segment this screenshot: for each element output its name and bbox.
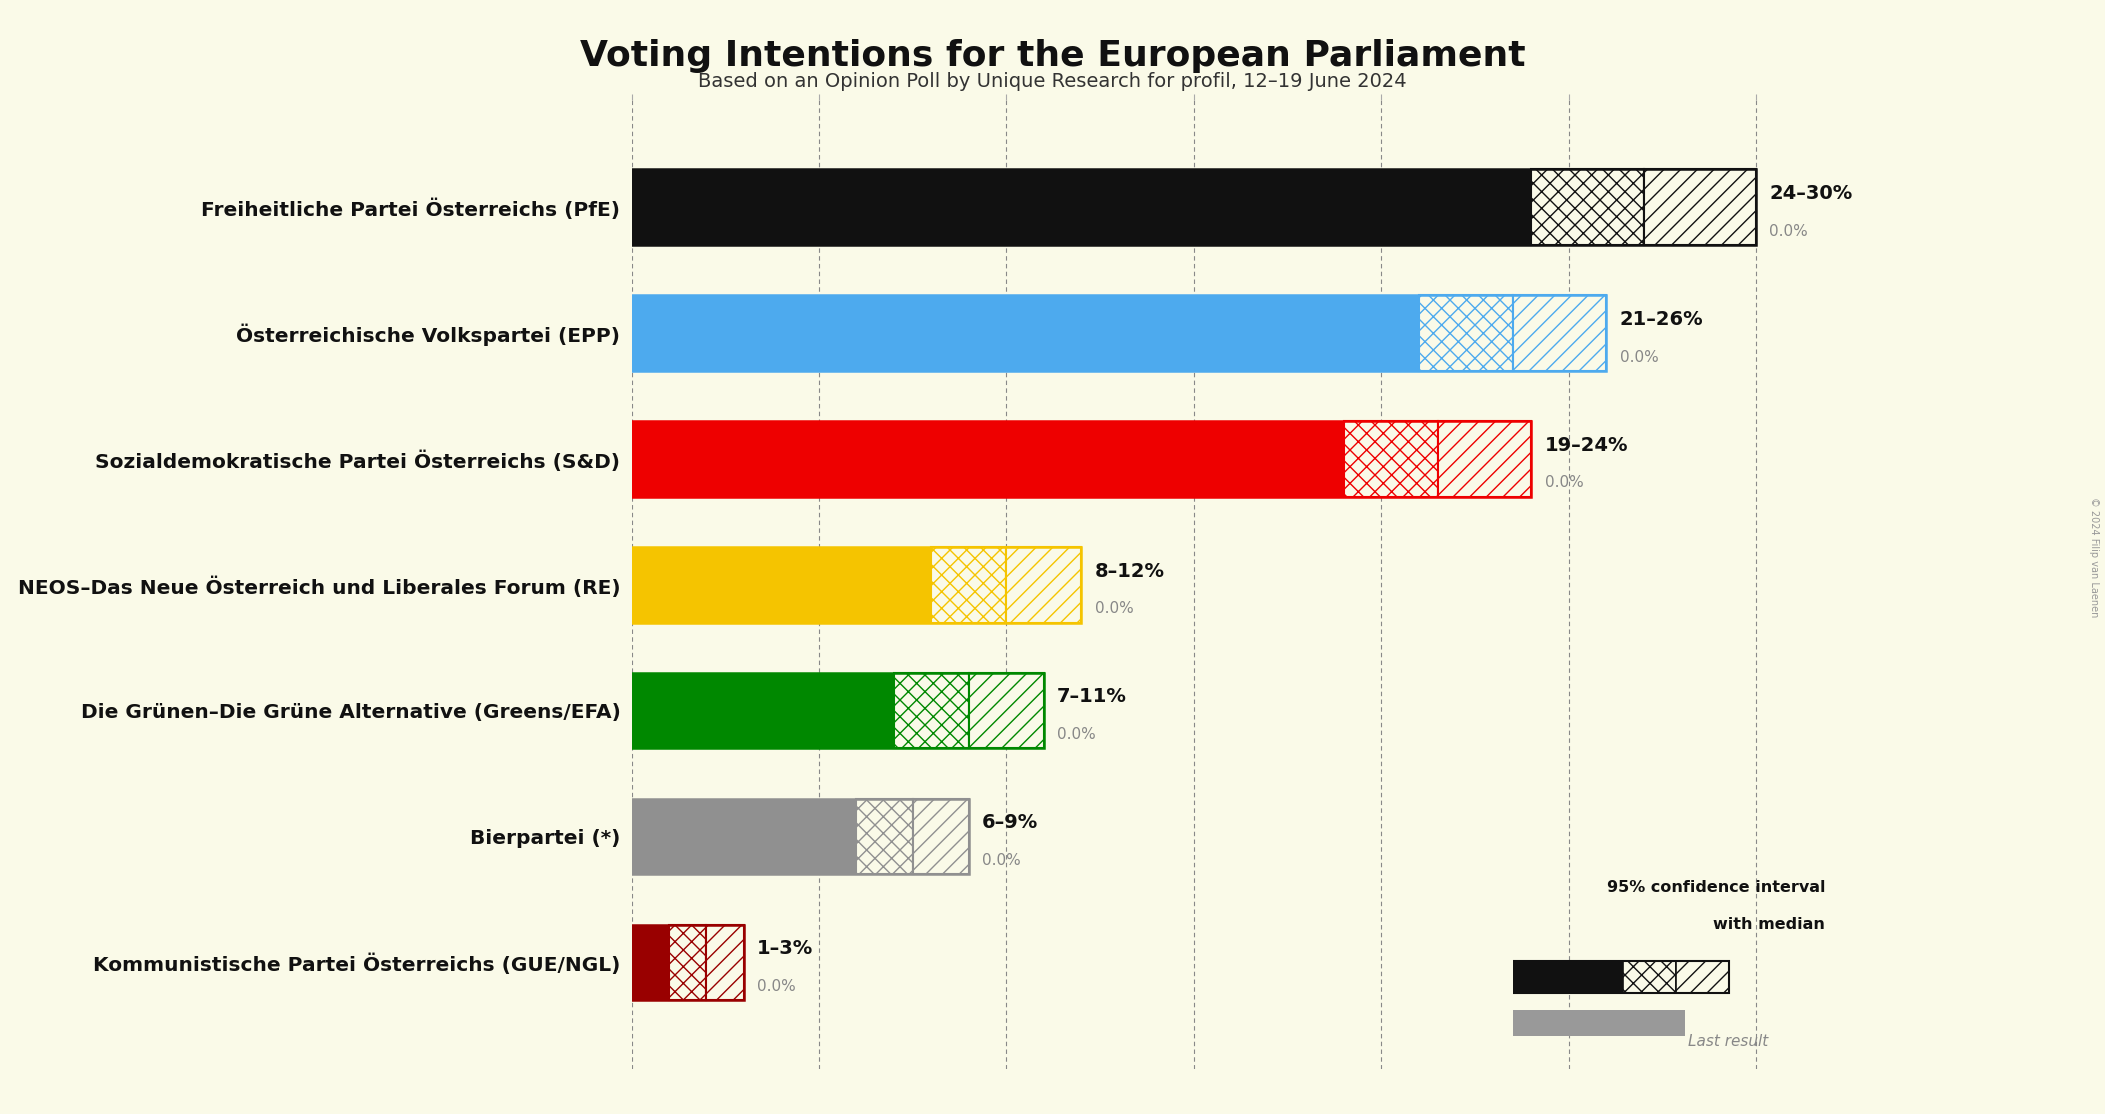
Text: 0.0%: 0.0% xyxy=(758,979,796,994)
Bar xyxy=(857,799,914,874)
Text: 0.0%: 0.0% xyxy=(983,853,1021,868)
Bar xyxy=(914,799,968,874)
Bar xyxy=(632,799,968,874)
Text: 7–11%: 7–11% xyxy=(1057,687,1126,706)
Bar xyxy=(632,421,1532,497)
Bar xyxy=(632,925,669,1000)
Bar xyxy=(632,547,1082,623)
Bar xyxy=(895,673,968,749)
Bar xyxy=(1513,295,1606,371)
Bar xyxy=(933,547,1006,623)
Bar xyxy=(632,925,743,1000)
Bar xyxy=(1438,421,1532,497)
Bar xyxy=(632,673,895,749)
Bar xyxy=(632,169,1756,245)
Bar xyxy=(1532,169,1644,245)
Text: 21–26%: 21–26% xyxy=(1619,310,1703,329)
Bar xyxy=(632,295,1606,371)
Text: 1–3%: 1–3% xyxy=(758,939,813,958)
Bar xyxy=(632,421,1343,497)
Bar xyxy=(669,925,707,1000)
Bar xyxy=(1419,295,1513,371)
Text: 0.0%: 0.0% xyxy=(1057,727,1097,742)
Bar xyxy=(632,169,1532,245)
Text: 0.0%: 0.0% xyxy=(1619,350,1659,364)
Bar xyxy=(632,673,1044,749)
Bar xyxy=(632,547,933,623)
Bar xyxy=(1006,547,1082,623)
Text: 8–12%: 8–12% xyxy=(1095,561,1164,580)
Text: 0.0%: 0.0% xyxy=(1545,476,1583,490)
Text: 19–24%: 19–24% xyxy=(1545,436,1627,455)
Text: 0.0%: 0.0% xyxy=(1095,602,1132,616)
Text: Based on an Opinion Poll by Unique Research for profil, 12–19 June 2024: Based on an Opinion Poll by Unique Resea… xyxy=(699,72,1406,91)
Bar xyxy=(1644,169,1756,245)
Bar xyxy=(1343,421,1438,497)
Bar xyxy=(632,295,1419,371)
Text: © 2024 Filip van Laenen: © 2024 Filip van Laenen xyxy=(2088,497,2099,617)
Bar xyxy=(632,799,857,874)
Bar xyxy=(968,673,1044,749)
Bar xyxy=(707,925,743,1000)
Text: Voting Intentions for the European Parliament: Voting Intentions for the European Parli… xyxy=(579,39,1526,74)
Text: 6–9%: 6–9% xyxy=(983,813,1038,832)
Text: 0.0%: 0.0% xyxy=(1770,224,1808,238)
Text: 24–30%: 24–30% xyxy=(1770,184,1852,203)
